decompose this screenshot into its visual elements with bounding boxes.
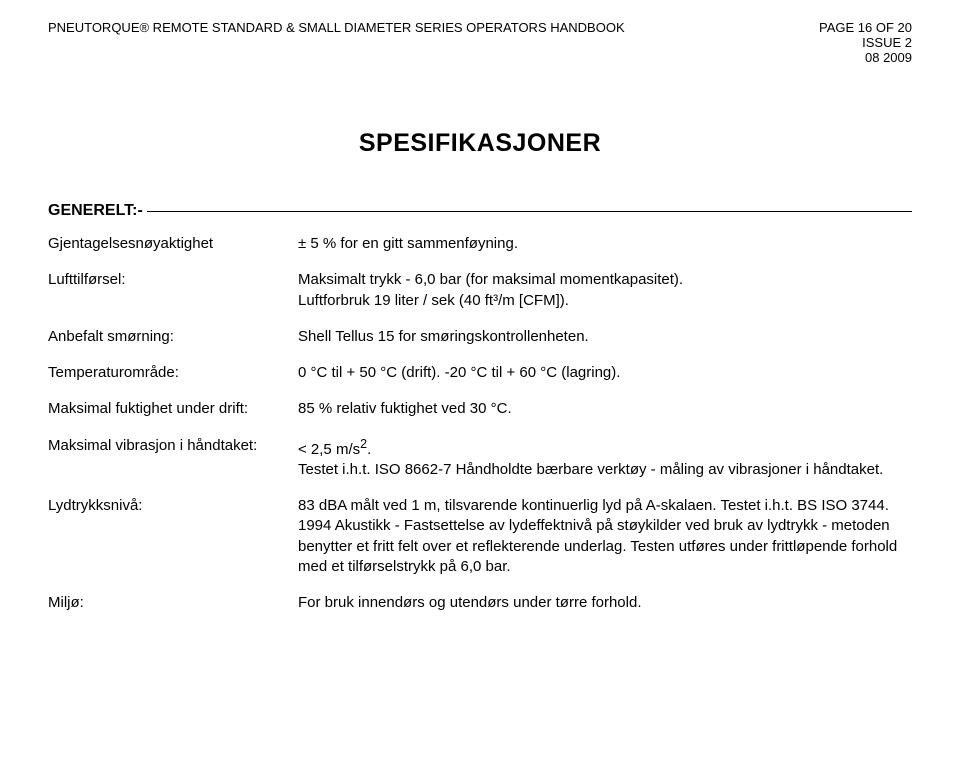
section-heading-row: GENERELT:-: [48, 202, 912, 220]
header-right: PAGE 16 OF 20 ISSUE 2 08 2009: [819, 20, 912, 65]
spec-label: Maksimal fuktighet under drift:: [48, 391, 298, 427]
table-row: Maksimal vibrasjon i håndtaket: < 2,5 m/…: [48, 428, 912, 489]
table-row: Temperaturområde: 0 °C til + 50 °C (drif…: [48, 355, 912, 391]
spec-value: Shell Tellus 15 for smøringskontrollenhe…: [298, 319, 912, 355]
spec-label: Miljø:: [48, 585, 298, 621]
header-date: 08 2009: [819, 50, 912, 65]
table-row: Gjentagelsesnøyaktighet ± 5 % for en git…: [48, 226, 912, 262]
spec-value: Maksimalt trykk - 6,0 bar (for maksimal …: [298, 262, 912, 319]
spec-label: Maksimal vibrasjon i håndtaket:: [48, 428, 298, 489]
table-row: Lydtrykksnivå: 83 dBA målt ved 1 m, tils…: [48, 488, 912, 585]
header-issue: ISSUE 2: [819, 35, 912, 50]
spec-value: 83 dBA målt ved 1 m, tilsvarende kontinu…: [298, 488, 912, 585]
page-title: SPESIFIKASJONER: [48, 129, 912, 158]
section-rule: [147, 211, 912, 212]
section-heading: GENERELT:-: [48, 202, 143, 220]
table-row: Lufttilførsel: Maksimalt trykk - 6,0 bar…: [48, 262, 912, 319]
document-page: PNEUTORQUE® REMOTE STANDARD & SMALL DIAM…: [0, 0, 960, 776]
table-row: Anbefalt smørning: Shell Tellus 15 for s…: [48, 319, 912, 355]
spec-table-body: Gjentagelsesnøyaktighet ± 5 % for en git…: [48, 226, 912, 621]
header-left: PNEUTORQUE® REMOTE STANDARD & SMALL DIAM…: [48, 20, 625, 65]
table-row: Maksimal fuktighet under drift: 85 % rel…: [48, 391, 912, 427]
spec-label: Gjentagelsesnøyaktighet: [48, 226, 298, 262]
spec-label: Lufttilførsel:: [48, 262, 298, 319]
spec-label: Anbefalt smørning:: [48, 319, 298, 355]
spec-value: 0 °C til + 50 °C (drift). -20 °C til + 6…: [298, 355, 912, 391]
spec-label: Lydtrykksnivå:: [48, 488, 298, 585]
spec-value: < 2,5 m/s2.Testet i.h.t. ISO 8662-7 Hånd…: [298, 428, 912, 489]
page-header: PNEUTORQUE® REMOTE STANDARD & SMALL DIAM…: [48, 20, 912, 65]
spec-label: Temperaturområde:: [48, 355, 298, 391]
spec-table: Gjentagelsesnøyaktighet ± 5 % for en git…: [48, 226, 912, 621]
header-page: PAGE 16 OF 20: [819, 20, 912, 35]
spec-value: For bruk innendørs og utendørs under tør…: [298, 585, 912, 621]
spec-value: ± 5 % for en gitt sammenføyning.: [298, 226, 912, 262]
table-row: Miljø: For bruk innendørs og utendørs un…: [48, 585, 912, 621]
spec-value: 85 % relativ fuktighet ved 30 °C.: [298, 391, 912, 427]
